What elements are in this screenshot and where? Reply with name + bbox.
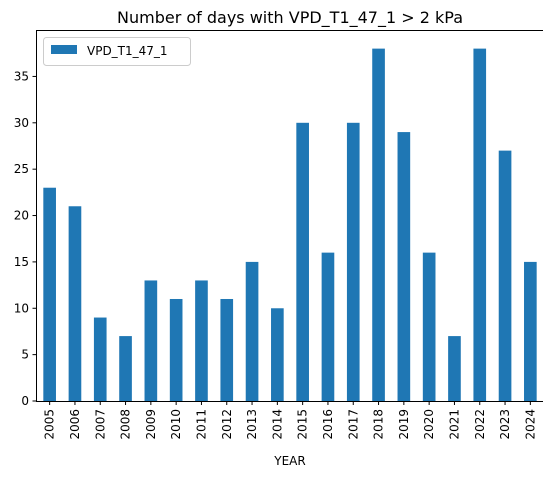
y-tick-label: 35 (14, 69, 29, 83)
bar-2020 (423, 253, 436, 401)
bar-2015 (296, 123, 309, 401)
x-tick-label: 2020 (422, 409, 436, 440)
x-tick-label: 2017 (346, 409, 360, 440)
y-tick-label: 25 (14, 162, 29, 176)
x-tick-label: 2022 (473, 409, 487, 440)
legend-swatch (51, 45, 77, 54)
x-tick-label: 2021 (447, 409, 461, 440)
bar-2019 (398, 132, 411, 401)
x-tick-label: 2024 (523, 409, 537, 440)
y-tick-label: 5 (21, 348, 29, 362)
x-tick-label: 2009 (144, 409, 158, 440)
bar-2021 (448, 336, 461, 401)
bar-2016 (322, 253, 335, 401)
bars (43, 49, 536, 401)
bar-2023 (499, 151, 512, 401)
x-tick-label: 2015 (296, 409, 310, 440)
bar-2018 (372, 49, 385, 401)
x-tick-label: 2018 (372, 409, 386, 440)
bar-2005 (43, 188, 56, 401)
bar-2007 (94, 318, 107, 401)
x-axis: 2005 2006 2007 2008 2009 2010 2011 2012 2013 2014… (43, 401, 538, 440)
bar-2014 (271, 308, 284, 401)
bar-2010 (170, 299, 183, 401)
x-tick-label: 2016 (321, 409, 335, 440)
y-tick-label: 10 (14, 301, 29, 315)
y-tick-label: 20 (14, 209, 29, 223)
bar-2011 (195, 280, 208, 401)
x-tick-label: 2023 (498, 409, 512, 440)
chart-title: Number of days with VPD_T1_47_1 > 2 kPa (117, 8, 463, 28)
bar-2009 (145, 280, 158, 401)
legend: VPD_T1_47_1 (44, 38, 191, 66)
y-axis: 0 5 10 15 20 25 30 35 (14, 69, 37, 408)
x-tick-label: 2005 (43, 409, 57, 440)
bar-2024 (524, 262, 537, 401)
bar-2008 (119, 336, 132, 401)
bar-2013 (246, 262, 259, 401)
legend-label: VPD_T1_47_1 (87, 44, 168, 58)
x-tick-label: 2014 (270, 409, 284, 440)
x-tick-label: 2010 (169, 409, 183, 440)
x-tick-label: 2011 (194, 409, 208, 440)
x-tick-label: 2013 (245, 409, 259, 440)
y-tick-label: 0 (21, 394, 29, 408)
x-tick-label: 2012 (220, 409, 234, 440)
x-tick-label: 2007 (93, 409, 107, 440)
y-tick-label: 15 (14, 255, 29, 269)
x-tick-label: 2006 (68, 409, 82, 440)
x-tick-label: 2019 (397, 409, 411, 440)
y-tick-label: 30 (14, 116, 29, 130)
x-axis-label: YEAR (273, 454, 305, 468)
plot-frame (37, 31, 543, 402)
bar-2022 (473, 49, 486, 401)
bar-2012 (220, 299, 233, 401)
bar-2017 (347, 123, 360, 401)
x-tick-label: 2008 (119, 409, 133, 440)
bar-2006 (69, 206, 82, 401)
